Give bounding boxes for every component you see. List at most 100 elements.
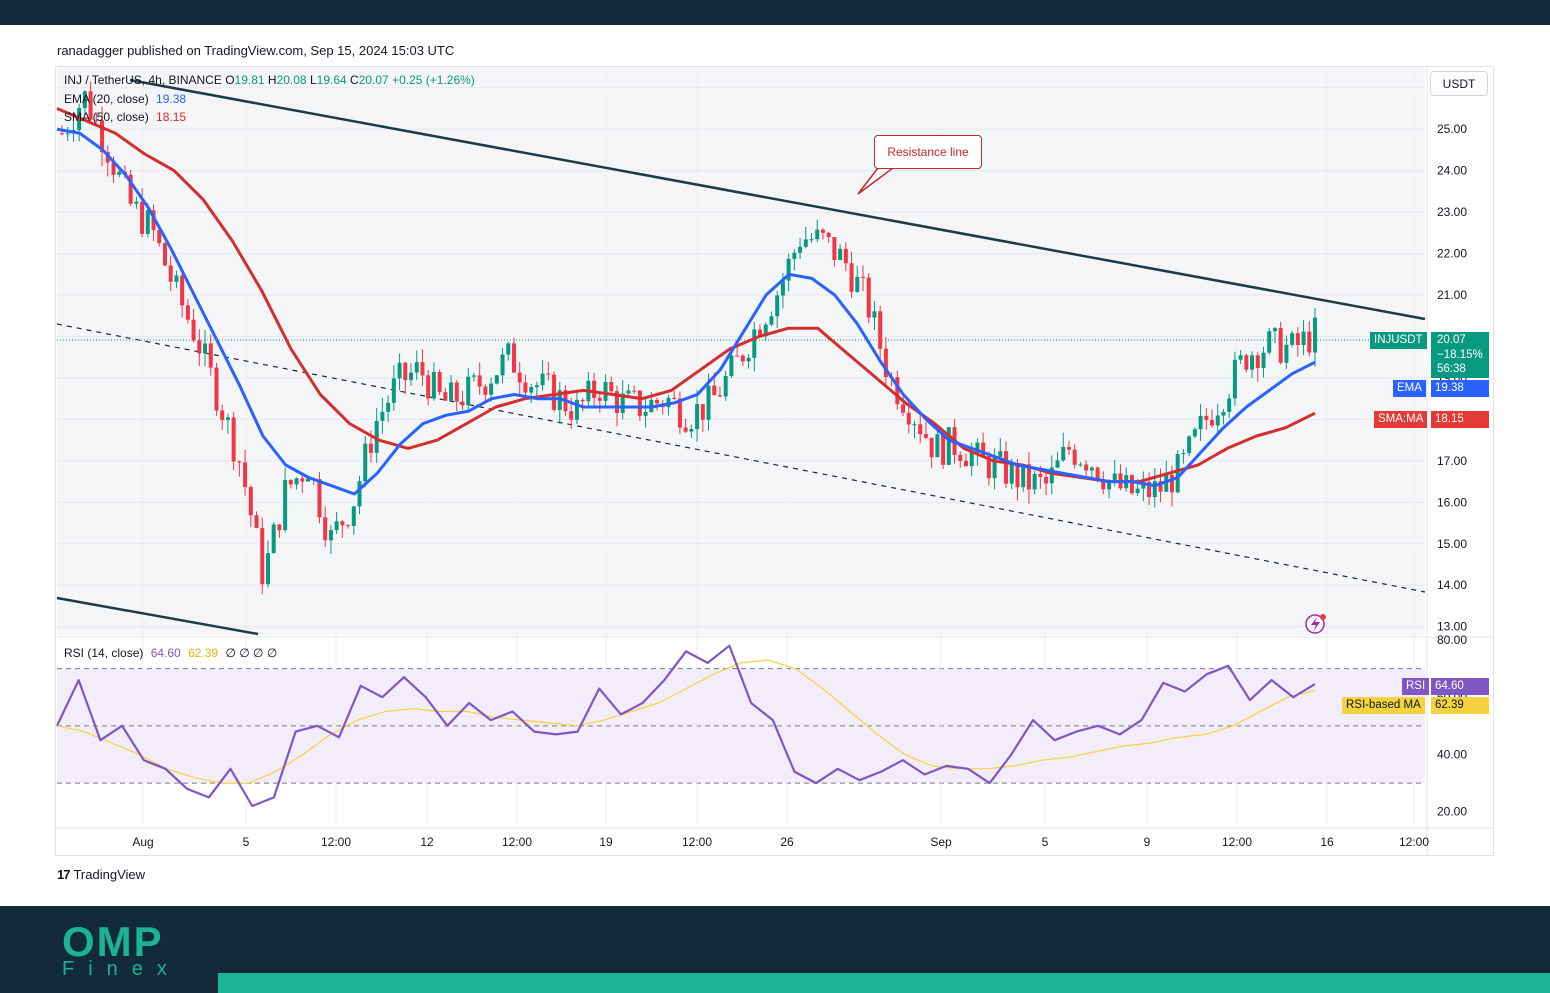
- candle-body: [906, 412, 911, 425]
- candle-body: [803, 239, 808, 247]
- time-tick-label: Aug: [132, 835, 153, 849]
- candle-body: [603, 382, 608, 401]
- currency-button[interactable]: USDT: [1430, 71, 1488, 96]
- time-tick-label: 9: [1144, 835, 1151, 849]
- time-tick-label: 12:00: [321, 835, 351, 849]
- candle-body: [809, 239, 814, 241]
- candle-body: [683, 427, 688, 432]
- candle-body: [717, 395, 722, 397]
- ema-legend[interactable]: EMA (20, close) 19.38: [64, 92, 186, 106]
- change-value: +0.25 (+1.26%): [392, 73, 475, 87]
- tradingview-mark-icon: 17: [57, 867, 71, 882]
- candle-body: [855, 276, 860, 292]
- candle-body: [1232, 359, 1237, 399]
- candle-body: [477, 375, 482, 387]
- candle-body: [1227, 398, 1232, 412]
- candle-body: [1135, 488, 1140, 494]
- price-tick-label: 17.00: [1437, 454, 1467, 468]
- candle-body: [746, 357, 751, 362]
- candle-body: [1181, 453, 1186, 455]
- candle-body: [306, 478, 311, 482]
- candle-body: [346, 525, 351, 527]
- candle-body: [414, 362, 419, 373]
- price-tick-label: 23.00: [1437, 205, 1467, 219]
- candle-body: [878, 311, 883, 349]
- sma-tag: SMA:MA: [1374, 411, 1428, 428]
- time-tick-label: 5: [1042, 835, 1049, 849]
- tradingview-logo[interactable]: 17 TradingView: [57, 867, 145, 882]
- rsi-tick-label: 40.00: [1437, 747, 1467, 761]
- candle-body: [626, 390, 631, 394]
- candle-body: [1164, 474, 1169, 492]
- candle-body: [334, 521, 339, 531]
- candle-body: [409, 372, 414, 381]
- candle-body: [1267, 331, 1272, 353]
- rsi-line: [56, 644, 1316, 808]
- candle-body: [237, 461, 242, 463]
- sma-legend[interactable]: SMA (50, close) 18.15: [64, 110, 186, 124]
- channel-lower-line: [56, 596, 259, 636]
- candle-body: [792, 252, 797, 259]
- top-bar: [0, 0, 1550, 25]
- candle-body: [65, 133, 70, 135]
- price-tag: 20.07 −18.15% 56:38: [1431, 332, 1489, 378]
- candle-body: [197, 340, 202, 354]
- price-tick-label: 13.00: [1437, 620, 1467, 634]
- price-pane-background: [57, 67, 1425, 635]
- close-value: 20.07: [358, 73, 389, 87]
- candle-body: [517, 372, 522, 383]
- candle-body: [380, 411, 385, 421]
- time-tick-label: 12: [420, 835, 434, 849]
- candle-body: [1152, 481, 1157, 498]
- candle-body: [1055, 460, 1060, 468]
- candle-body: [923, 434, 928, 438]
- candle-body: [162, 243, 167, 266]
- candle-body: [620, 393, 625, 413]
- ema-legend-value: 19.38: [156, 92, 187, 106]
- rsi-legend[interactable]: RSI (14, close) 64.60 62.39 ∅ ∅ ∅ ∅: [64, 646, 277, 660]
- rsi-ma-line: [56, 659, 1316, 784]
- candle-body: [449, 382, 454, 401]
- candle-body: [225, 417, 230, 420]
- candle-body: [1175, 453, 1180, 493]
- symbol-label[interactable]: INJ / TetherUS, 4h, BINANCE: [64, 73, 222, 87]
- price-tick-label: 15.00: [1437, 537, 1467, 551]
- candle-body: [1112, 473, 1117, 481]
- candle-body: [1129, 475, 1134, 494]
- candle-body: [1072, 449, 1077, 465]
- candle-body: [786, 258, 791, 281]
- time-tick-label: 12:00: [502, 835, 532, 849]
- high-value: 20.08: [276, 73, 307, 87]
- finex-wordmark: Finex: [62, 958, 181, 980]
- candle-body: [454, 382, 459, 402]
- candle-body: [243, 462, 248, 488]
- ema-legend-label: EMA (20, close): [64, 92, 149, 106]
- candle-body: [706, 385, 711, 420]
- candle-body: [1301, 331, 1306, 345]
- resistance-callout[interactable]: Resistance line: [874, 135, 982, 169]
- candle-body: [1250, 355, 1255, 370]
- candle-body: [632, 390, 637, 392]
- rsi-tick-label: 80.00: [1437, 633, 1467, 647]
- dashed-support-line: [56, 323, 1426, 593]
- candle-body: [735, 355, 740, 357]
- candle-body: [94, 119, 99, 121]
- candle-body: [1147, 481, 1152, 498]
- candle-body: [145, 210, 150, 234]
- high-label: H: [267, 73, 277, 87]
- notification-dot-icon: [1320, 614, 1326, 620]
- candle-body: [323, 517, 328, 541]
- rsi-tick-label: 20.00: [1437, 805, 1467, 819]
- candle-body: [1107, 480, 1112, 490]
- candle-body: [483, 386, 488, 395]
- candle-body: [798, 246, 803, 253]
- candle-body: [500, 354, 505, 376]
- price-tick-label: 22.00: [1437, 247, 1467, 261]
- candle-body: [935, 434, 940, 458]
- candle-body: [1187, 436, 1192, 454]
- candle-body: [1095, 467, 1100, 480]
- candle-body: [614, 391, 619, 413]
- candle-body: [574, 399, 579, 420]
- candle-body: [208, 343, 213, 368]
